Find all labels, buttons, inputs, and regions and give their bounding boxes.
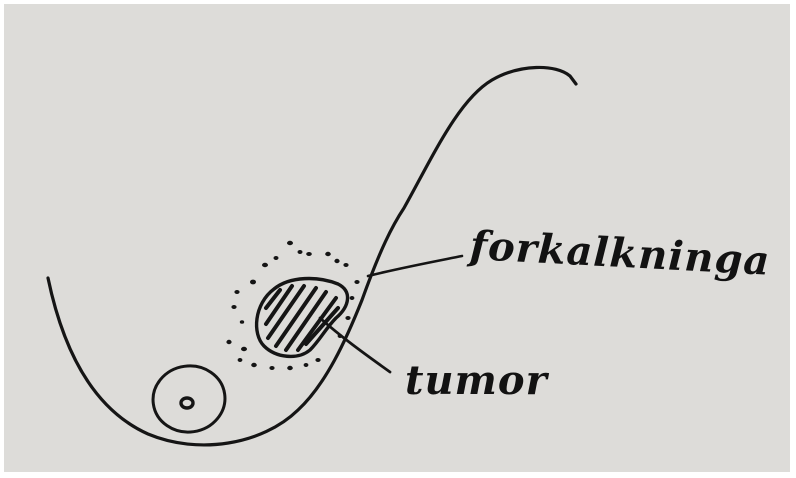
tumor-pointer-line <box>318 316 392 374</box>
calcification-dot <box>269 366 275 370</box>
calcification-dot <box>234 290 240 294</box>
calcification-dot <box>231 305 237 309</box>
calcification-dot <box>343 263 349 267</box>
calcification-dot <box>306 252 312 256</box>
areola <box>151 364 227 434</box>
nipple <box>179 396 195 410</box>
calcification-dot <box>334 258 340 264</box>
breast-outline <box>46 65 578 447</box>
calcification-dot <box>297 250 303 254</box>
tumor-mass <box>254 276 350 358</box>
calcification-dot <box>250 279 256 285</box>
calcification-dot <box>251 362 257 368</box>
calcification-dot <box>345 316 351 320</box>
calcification-dot <box>325 251 331 257</box>
calcification-dot <box>315 358 321 362</box>
calcification-dot <box>239 320 245 324</box>
calcification-dot <box>262 262 268 268</box>
calcification-dot <box>226 339 232 345</box>
calcification-dot <box>273 256 279 260</box>
calcification-dot <box>349 296 355 300</box>
calcification-dot <box>237 358 243 362</box>
tumor-label: tumor <box>405 357 548 404</box>
paper-background <box>4 4 790 472</box>
tumor-hatching <box>264 284 340 352</box>
calcification-dot <box>303 363 309 367</box>
calcification-pointer-line <box>366 254 464 278</box>
tumor-outline <box>254 276 350 358</box>
calcification-dot <box>354 280 360 284</box>
calcification-dot <box>287 240 293 246</box>
calcification-dot <box>287 365 293 371</box>
calcification-dot <box>241 346 247 352</box>
